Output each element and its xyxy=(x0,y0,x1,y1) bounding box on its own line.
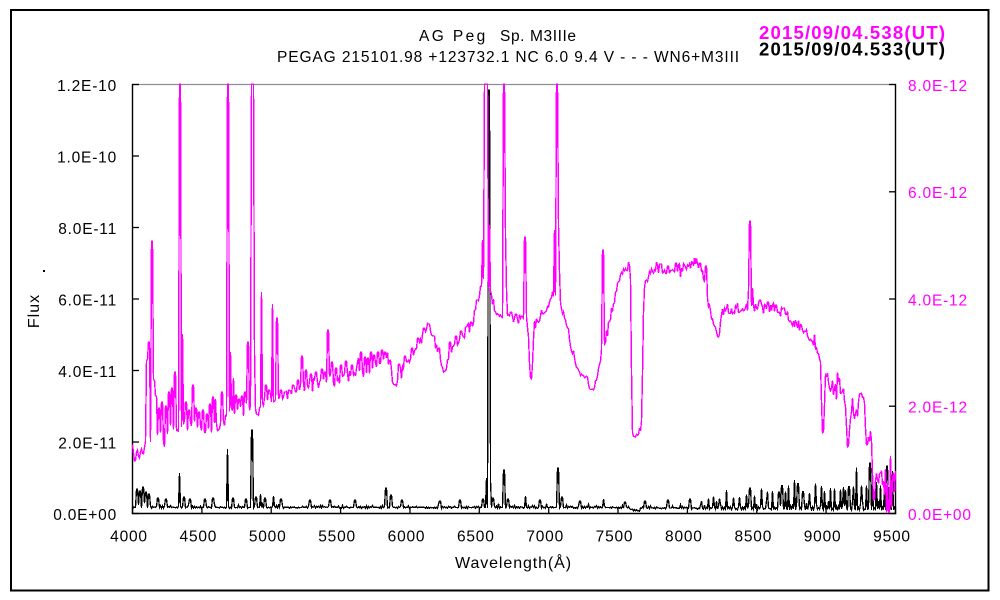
svg-text:8.0E-12: 8.0E-12 xyxy=(908,78,968,95)
svg-text:7500: 7500 xyxy=(596,529,634,546)
svg-text:6500: 6500 xyxy=(457,529,495,546)
svg-text:2.0E-12: 2.0E-12 xyxy=(908,400,968,417)
svg-text:0.0E+00: 0.0E+00 xyxy=(53,507,117,524)
svg-text:8000: 8000 xyxy=(665,529,703,546)
svg-text:1.2E-10: 1.2E-10 xyxy=(57,78,117,95)
svg-text:7000: 7000 xyxy=(526,529,564,546)
svg-text:6000: 6000 xyxy=(388,529,426,546)
svg-text:Sp. M3IIIe: Sp. M3IIIe xyxy=(500,28,577,45)
svg-text:PEGAG 215101.98 +123732.1 NC 6: PEGAG 215101.98 +123732.1 NC 6.0 9.4 V -… xyxy=(277,49,740,66)
svg-text:2015/09/04.538(UT): 2015/09/04.538(UT) xyxy=(759,22,946,43)
svg-text:4.0E-11: 4.0E-11 xyxy=(58,364,117,381)
svg-text:AG Peg: AG Peg xyxy=(419,28,488,45)
svg-text:4000: 4000 xyxy=(110,529,148,546)
svg-text:2.0E-11: 2.0E-11 xyxy=(58,435,117,452)
svg-text:1.0E-10: 1.0E-10 xyxy=(57,149,117,166)
svg-text:4500: 4500 xyxy=(180,529,218,546)
svg-text:5500: 5500 xyxy=(318,529,356,546)
svg-text:8.0E-11: 8.0E-11 xyxy=(58,221,117,238)
svg-text:9000: 9000 xyxy=(804,529,842,546)
svg-text:6.0E-12: 6.0E-12 xyxy=(908,185,968,202)
svg-text:0.0E+00: 0.0E+00 xyxy=(908,507,972,524)
svg-text:5000: 5000 xyxy=(249,529,287,546)
svg-text:Wavelength(Å): Wavelength(Å) xyxy=(455,553,572,572)
svg-text:2015/09/04.533(UT): 2015/09/04.533(UT) xyxy=(759,39,946,60)
svg-text:9500: 9500 xyxy=(873,529,911,546)
svg-text:4.0E-12: 4.0E-12 xyxy=(908,292,968,309)
svg-text:6.0E-11: 6.0E-11 xyxy=(58,292,117,309)
svg-text:8500: 8500 xyxy=(734,529,772,546)
svg-text:Flux: Flux xyxy=(26,294,43,328)
